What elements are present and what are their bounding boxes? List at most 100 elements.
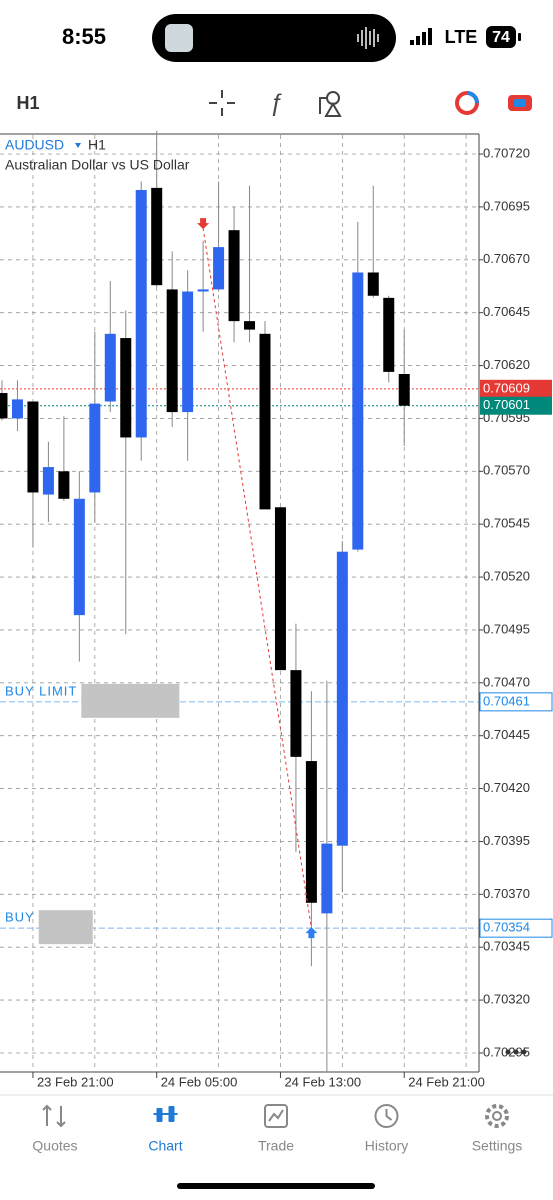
candle-body bbox=[0, 393, 8, 419]
tab-item[interactable]: Trade bbox=[258, 1104, 294, 1154]
y-tick-label: 0.70720 bbox=[483, 145, 530, 160]
network-label: LTE bbox=[445, 27, 478, 47]
y-tick-label: 0.70495 bbox=[483, 621, 530, 636]
tab-item[interactable]: Quotes bbox=[32, 1104, 78, 1154]
home-indicator bbox=[177, 1183, 375, 1189]
price-tag bbox=[480, 396, 552, 415]
y-tick-label: 0.70545 bbox=[483, 516, 530, 531]
x-tick-label: 24 Feb 05:00 bbox=[161, 1074, 238, 1089]
trade-link bbox=[202, 227, 312, 929]
candle-body bbox=[151, 187, 163, 286]
y-tick-label: 0.70470 bbox=[483, 674, 530, 689]
y-tick-label: 0.70445 bbox=[483, 727, 530, 742]
candle-body bbox=[367, 272, 379, 296]
candle-body bbox=[244, 321, 256, 330]
candle-body bbox=[383, 297, 395, 372]
candle-body bbox=[398, 374, 410, 406]
more-dot[interactable] bbox=[505, 1049, 511, 1055]
symbol-dropdown[interactable] bbox=[75, 143, 81, 148]
tab-item[interactable]: Settings bbox=[472, 1104, 523, 1154]
chart-overlay: AUDUSD H1 Australian Dollar vs US Dollar bbox=[5, 137, 527, 1055]
crosshair-button[interactable] bbox=[209, 90, 235, 116]
timeframe-button[interactable]: H1 bbox=[16, 93, 39, 113]
candle-body bbox=[290, 670, 302, 757]
tab-label[interactable]: Quotes bbox=[32, 1138, 77, 1154]
candle-body bbox=[120, 338, 132, 438]
y-tick-label: 0.70620 bbox=[483, 357, 530, 372]
y-tick-label: 0.70420 bbox=[483, 780, 530, 795]
candle-body bbox=[352, 272, 364, 550]
candle-body bbox=[104, 333, 116, 402]
battery bbox=[486, 26, 516, 48]
signal-icon bbox=[410, 28, 432, 45]
order-handle[interactable] bbox=[38, 910, 93, 945]
order-tag-label: 0.70354 bbox=[483, 920, 530, 935]
order-tag-label: 0.70461 bbox=[483, 693, 530, 708]
x-tick-label: 24 Feb 13:00 bbox=[284, 1074, 361, 1089]
tab-label[interactable]: Settings bbox=[472, 1138, 523, 1154]
candle-body bbox=[213, 247, 225, 290]
island-wave bbox=[357, 27, 379, 49]
tab-icon[interactable] bbox=[42, 1104, 66, 1128]
x-tick-label: 24 Feb 21:00 bbox=[408, 1074, 485, 1089]
order-tag bbox=[479, 918, 553, 938]
order-label[interactable]: BUY bbox=[5, 910, 35, 925]
dynamic-island bbox=[152, 14, 396, 62]
candle-body bbox=[182, 291, 194, 413]
candle-body bbox=[42, 467, 54, 495]
tab-item[interactable]: Chart bbox=[148, 1106, 183, 1154]
tab-label[interactable]: Trade bbox=[258, 1138, 294, 1154]
tab-icon[interactable] bbox=[153, 1106, 178, 1122]
tab-icon[interactable] bbox=[374, 1104, 399, 1128]
candle-body bbox=[89, 403, 101, 493]
y-tick-label: 0.70695 bbox=[483, 198, 530, 213]
y-tick-label: 0.70670 bbox=[483, 251, 530, 266]
price-tag bbox=[480, 379, 552, 398]
tab-label[interactable]: Chart bbox=[148, 1138, 182, 1154]
candle-body bbox=[336, 551, 348, 846]
indicators-button[interactable]: ƒ bbox=[269, 89, 282, 116]
candle-body bbox=[58, 471, 70, 499]
y-tick-label: 0.70570 bbox=[483, 463, 530, 478]
battery-tip bbox=[518, 33, 521, 41]
candle-body bbox=[228, 230, 240, 322]
trade-button[interactable] bbox=[455, 91, 479, 115]
chart: 0.70720 0.70695 0.70670 0.70645 0.70620 0.705… bbox=[0, 130, 553, 1089]
candle-body bbox=[73, 498, 85, 616]
tab-bar: Quotes Chart Trade History Settings bbox=[32, 1104, 523, 1154]
y-tick-label: 0.70370 bbox=[483, 886, 530, 901]
candle-body bbox=[321, 843, 333, 914]
order-label[interactable]: BUY LIMIT bbox=[5, 683, 77, 698]
y-tick-label: 0.70320 bbox=[483, 992, 530, 1007]
order-button[interactable] bbox=[508, 95, 532, 111]
y-tick-label: 0.70520 bbox=[483, 568, 530, 583]
island-avatar bbox=[165, 24, 193, 52]
order-handle[interactable] bbox=[81, 683, 180, 718]
price-tag-label: 0.70609 bbox=[483, 380, 530, 395]
candle-body bbox=[27, 401, 39, 493]
symbol[interactable]: AUDUSD bbox=[5, 137, 64, 153]
more-dot[interactable] bbox=[513, 1049, 519, 1055]
candle-body bbox=[274, 507, 286, 671]
x-tick-label: 23 Feb 21:00 bbox=[37, 1074, 114, 1089]
objects-button[interactable] bbox=[319, 91, 342, 117]
more-dot[interactable] bbox=[521, 1049, 527, 1055]
candle-body bbox=[166, 289, 178, 413]
y-tick-label: 0.70345 bbox=[483, 939, 530, 954]
chart-timeframe: H1 bbox=[88, 137, 106, 153]
tab-item[interactable]: History bbox=[365, 1104, 409, 1154]
candle-body bbox=[135, 189, 147, 438]
trade-marker bbox=[197, 218, 210, 230]
tab-icon[interactable] bbox=[264, 1104, 288, 1128]
trade-marker bbox=[305, 927, 318, 939]
tab-label[interactable]: History bbox=[365, 1138, 409, 1154]
y-tick-label: 0.70395 bbox=[483, 833, 530, 848]
tab-icon[interactable] bbox=[485, 1104, 509, 1128]
status-time: 8:55 bbox=[62, 24, 106, 49]
price-tag-label: 0.70601 bbox=[483, 397, 530, 412]
battery-level: 74 bbox=[492, 29, 510, 46]
candle-body bbox=[305, 761, 317, 903]
order-tag bbox=[479, 692, 553, 712]
candle-body bbox=[11, 399, 23, 419]
